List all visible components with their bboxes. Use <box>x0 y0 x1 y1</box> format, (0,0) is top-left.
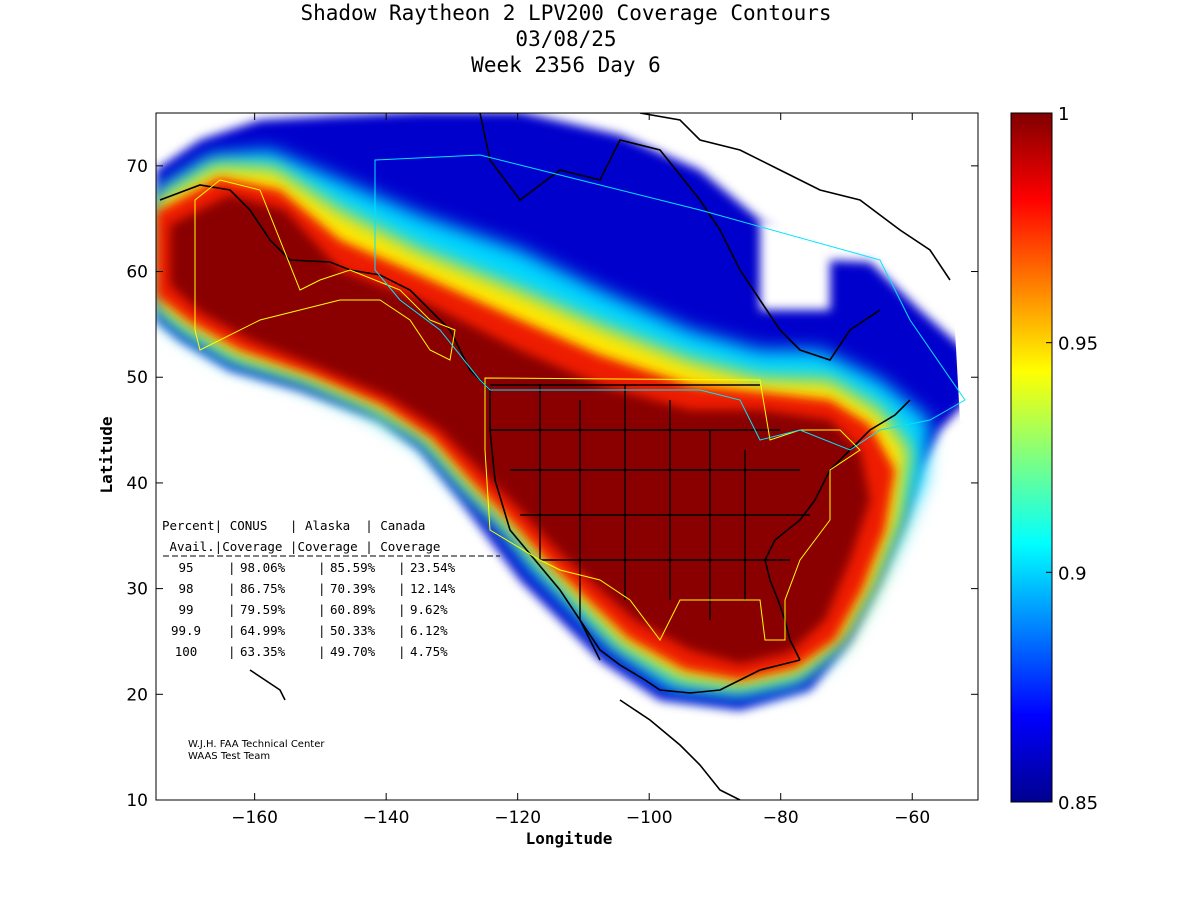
table-cell-canada: 12.14% <box>410 581 456 596</box>
y-tick-label: 20 <box>126 685 148 705</box>
y-tick-label: 70 <box>126 157 148 177</box>
colorbar-tick-label: 0.9 <box>1058 563 1087 584</box>
table-separator: | <box>318 623 326 638</box>
table-cell-alaska: 70.39% <box>330 581 376 596</box>
x-tick-label: −100 <box>626 808 673 828</box>
table-cell-percent: 98 <box>178 581 193 596</box>
table-cell-conus: 79.59% <box>240 602 286 617</box>
table-cell-percent: 99.9 <box>171 623 201 638</box>
coverage-contours <box>156 113 978 710</box>
table-cell-conus: 98.06% <box>240 560 286 575</box>
colorbar-ticks: 1 0.95 0.9 0.85 <box>1046 104 1098 814</box>
table-cell-percent: 100 <box>175 644 198 659</box>
colorbar-tick-label: 1 <box>1058 104 1069 125</box>
credit-line1: W.J.H. FAA Technical Center <box>188 739 325 750</box>
y-tick-label: 40 <box>126 474 148 494</box>
chart-title: Shadow Raytheon 2 LPV200 Coverage Contou… <box>300 1 832 25</box>
table-separator: | <box>228 623 236 638</box>
colorbar-tick-label: 0.85 <box>1058 793 1098 814</box>
y-tick-label: 50 <box>126 368 148 388</box>
y-axis-label: Latitude <box>97 416 116 493</box>
x-tick-label: −60 <box>894 808 930 828</box>
table-cell-canada: 23.54% <box>410 560 456 575</box>
x-tick-label: −80 <box>763 808 799 828</box>
state-borders <box>490 384 810 620</box>
chart-date: 03/08/25 <box>515 27 617 51</box>
table-separator: | <box>228 644 236 659</box>
service-boundaries <box>194 154 966 641</box>
x-axis-label: Longitude <box>526 829 613 848</box>
table-cell-alaska: 49.70% <box>330 644 376 659</box>
table-header-row1: Percent| CONUS | Alaska | Canada <box>162 518 425 533</box>
table-cell-alaska: 85.59% <box>330 560 376 575</box>
table-cell-alaska: 60.89% <box>330 602 376 617</box>
coverage-table: Percent| CONUS | Alaska | Canada Avail.|… <box>162 518 500 659</box>
table-separator: | <box>398 581 406 596</box>
table-cell-conus: 86.75% <box>240 581 286 596</box>
table-header-row2: Avail.|Coverage |Coverage | Coverage <box>162 539 440 554</box>
colorbar <box>1010 112 1053 803</box>
y-tick-label: 10 <box>126 791 148 811</box>
x-tick-label: −160 <box>231 808 278 828</box>
table-separator: | <box>318 560 326 575</box>
table-separator: | <box>398 602 406 617</box>
colorbar-tick-label: 0.95 <box>1058 334 1098 355</box>
table-cell-canada: 6.12% <box>410 623 448 638</box>
table-cell-alaska: 50.33% <box>330 623 376 638</box>
y-axis-ticks: 10 20 30 40 50 60 70 <box>126 157 978 811</box>
table-separator: | <box>318 581 326 596</box>
table-separator: | <box>398 623 406 638</box>
table-separator: | <box>228 560 236 575</box>
y-tick-label: 30 <box>126 580 148 600</box>
table-cell-percent: 95 <box>178 560 193 575</box>
x-axis-ticks: −160 −140 −120 −100 −80 −60 <box>231 113 930 828</box>
credit-line2: WAAS Test Team <box>188 751 270 762</box>
table-separator: | <box>398 560 406 575</box>
x-tick-label: −120 <box>494 808 541 828</box>
y-tick-label: 60 <box>126 263 148 283</box>
table-separator: | <box>398 644 406 659</box>
table-separator: | <box>318 644 326 659</box>
table-cell-percent: 99 <box>178 602 193 617</box>
table-cell-conus: 64.99% <box>240 623 286 638</box>
x-tick-label: −140 <box>363 808 410 828</box>
plot-frame <box>155 112 979 801</box>
table-cell-canada: 4.75% <box>410 644 448 659</box>
table-cell-conus: 63.35% <box>240 644 286 659</box>
chart-week-day: Week 2356 Day 6 <box>471 53 661 77</box>
table-cell-canada: 9.62% <box>410 602 448 617</box>
table-separator: | <box>318 602 326 617</box>
table-separator: | <box>228 581 236 596</box>
table-separator: | <box>228 602 236 617</box>
